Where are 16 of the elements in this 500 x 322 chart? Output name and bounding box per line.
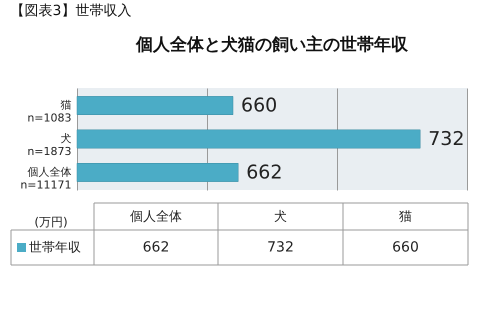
legend-label: 世帯年収 <box>29 240 81 256</box>
data-label: 660 <box>241 94 278 117</box>
data-label: 662 <box>142 240 170 256</box>
y-tick-label: 猫 n=1083 <box>27 98 72 125</box>
data-label: 732 <box>428 128 464 150</box>
y-tick-label: 個人全体 n=11171 <box>20 165 72 192</box>
category-label: 猫 <box>399 210 412 224</box>
text: (万円) <box>34 215 68 229</box>
category-label: 犬 <box>274 210 287 224</box>
chart-title: 【図表3】世帯収入 <box>10 3 132 19</box>
data-label: 662 <box>246 161 282 184</box>
category-label: 個人全体 <box>130 210 182 224</box>
y-tick-label: 犬 n=1873 <box>27 132 72 158</box>
data-label: 660 <box>392 240 419 256</box>
chart-subtitle: 個人全体と犬猫の飼い主の世帯年収 <box>135 35 409 55</box>
data-label: 732 <box>267 240 294 256</box>
